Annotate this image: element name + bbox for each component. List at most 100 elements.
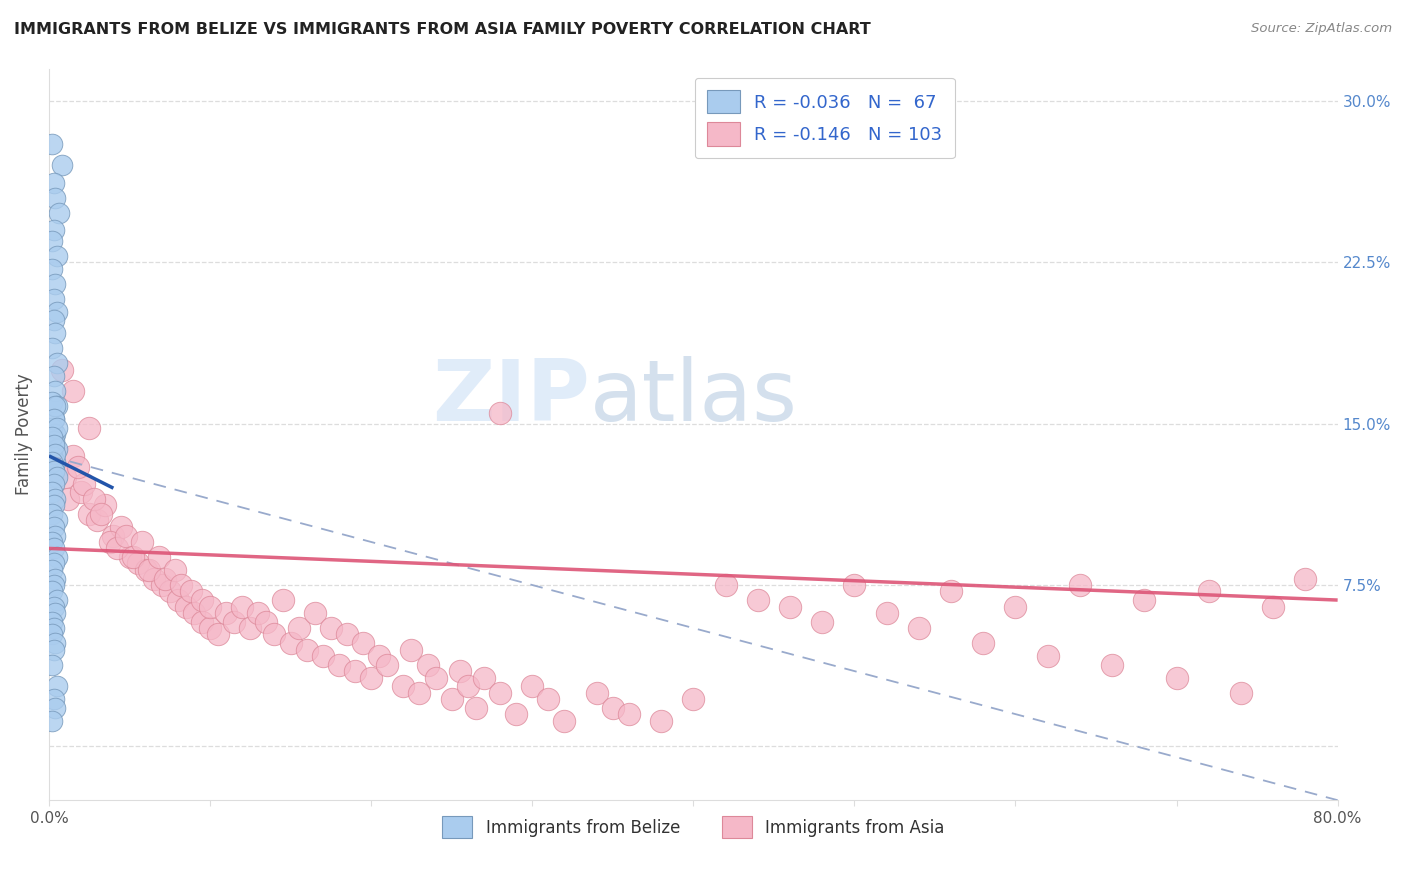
Point — [714, 578, 737, 592]
Point — [44, 572, 66, 586]
Point — [239, 621, 262, 635]
Point — [295, 642, 318, 657]
Point — [115, 528, 138, 542]
Point — [174, 599, 197, 614]
Y-axis label: Family Poverty: Family Poverty — [15, 374, 32, 495]
Point — [464, 700, 486, 714]
Point — [44, 400, 66, 414]
Point — [207, 627, 229, 641]
Point — [336, 627, 359, 641]
Point — [41, 657, 63, 672]
Point — [876, 606, 898, 620]
Point — [42, 412, 65, 426]
Point — [66, 459, 89, 474]
Point — [1198, 584, 1220, 599]
Point — [62, 384, 84, 399]
Point — [44, 427, 66, 442]
Point — [505, 707, 527, 722]
Point — [263, 627, 285, 641]
Point — [585, 685, 607, 699]
Point — [62, 449, 84, 463]
Point — [94, 499, 117, 513]
Point — [42, 520, 65, 534]
Point — [602, 700, 624, 714]
Point — [103, 528, 125, 542]
Point — [42, 541, 65, 556]
Point — [472, 671, 495, 685]
Point — [118, 549, 141, 564]
Point — [42, 642, 65, 657]
Point — [153, 572, 176, 586]
Point — [939, 584, 962, 599]
Text: ZIP: ZIP — [433, 356, 591, 439]
Point — [142, 572, 165, 586]
Point — [449, 664, 471, 678]
Point — [41, 485, 63, 500]
Point — [42, 434, 65, 448]
Point — [135, 563, 157, 577]
Point — [46, 442, 69, 457]
Point — [328, 657, 350, 672]
Point — [1166, 671, 1188, 685]
Point — [1069, 578, 1091, 592]
Point — [191, 615, 214, 629]
Point — [779, 599, 801, 614]
Point — [489, 406, 512, 420]
Point — [46, 549, 69, 564]
Point — [41, 714, 63, 728]
Point — [44, 636, 66, 650]
Point — [231, 599, 253, 614]
Point — [46, 513, 69, 527]
Point — [344, 664, 367, 678]
Text: Source: ZipAtlas.com: Source: ZipAtlas.com — [1251, 22, 1392, 36]
Point — [86, 513, 108, 527]
Point — [553, 714, 575, 728]
Point — [46, 470, 69, 484]
Point — [41, 429, 63, 443]
Point — [42, 599, 65, 614]
Point — [77, 507, 100, 521]
Point — [42, 412, 65, 426]
Point — [159, 584, 181, 599]
Point — [408, 685, 430, 699]
Point — [304, 606, 326, 620]
Point — [522, 679, 544, 693]
Point — [44, 455, 66, 469]
Point — [41, 341, 63, 355]
Point — [42, 438, 65, 452]
Point — [972, 636, 994, 650]
Point — [41, 563, 63, 577]
Point — [44, 191, 66, 205]
Point — [127, 557, 149, 571]
Point — [170, 578, 193, 592]
Point — [617, 707, 640, 722]
Point — [844, 578, 866, 592]
Point — [51, 363, 73, 377]
Point — [42, 621, 65, 635]
Point — [105, 541, 128, 556]
Point — [41, 455, 63, 469]
Point — [42, 176, 65, 190]
Point — [58, 491, 80, 506]
Point — [191, 593, 214, 607]
Point — [41, 507, 63, 521]
Point — [42, 499, 65, 513]
Point — [41, 234, 63, 248]
Text: IMMIGRANTS FROM BELIZE VS IMMIGRANTS FROM ASIA FAMILY POVERTY CORRELATION CHART: IMMIGRANTS FROM BELIZE VS IMMIGRANTS FRO… — [14, 22, 870, 37]
Point — [41, 627, 63, 641]
Point — [1263, 599, 1285, 614]
Point — [1036, 648, 1059, 663]
Point — [44, 491, 66, 506]
Point — [121, 549, 143, 564]
Point — [425, 671, 447, 685]
Point — [747, 593, 769, 607]
Point — [148, 549, 170, 564]
Point — [416, 657, 439, 672]
Point — [287, 621, 309, 635]
Point — [42, 369, 65, 384]
Point — [44, 384, 66, 399]
Point — [166, 593, 188, 607]
Point — [89, 507, 111, 521]
Point — [375, 657, 398, 672]
Point — [44, 606, 66, 620]
